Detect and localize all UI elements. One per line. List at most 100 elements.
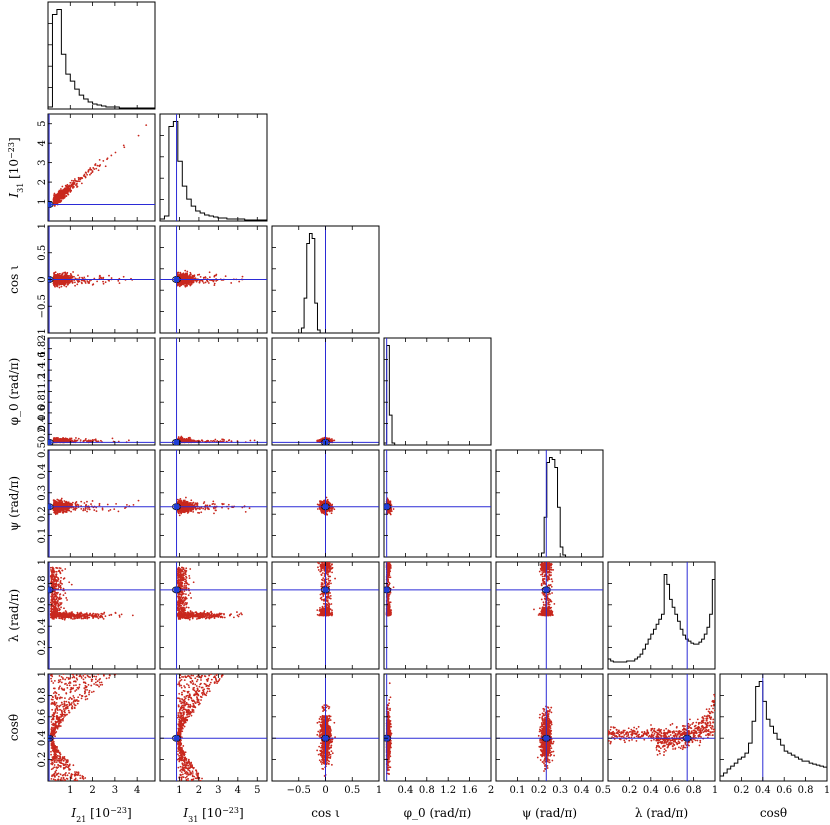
- sample-point: [93, 509, 96, 511]
- sample-point: [98, 502, 101, 505]
- sample-point: [78, 276, 81, 279]
- sample-point: [94, 163, 97, 165]
- panel-I31-I31: [159, 113, 268, 222]
- sample-point: [63, 438, 66, 441]
- sample-point: [132, 503, 135, 506]
- sample-point: [59, 196, 62, 199]
- panel-cosiota-phi0: [271, 337, 380, 446]
- sample-point: [53, 202, 56, 204]
- sample-point: [180, 273, 183, 276]
- sample-point: [210, 440, 212, 442]
- sample-point: [189, 284, 192, 287]
- sample-point: [97, 169, 100, 172]
- panel-frame: [47, 1, 156, 110]
- y-tick-label: 1.8: [37, 341, 48, 357]
- sample-point: [73, 275, 75, 278]
- y-tick-label: −0.5: [37, 294, 48, 318]
- sample-point: [69, 186, 72, 189]
- sample-point: [145, 124, 148, 127]
- y-tick-label: 2: [37, 179, 48, 185]
- sample-point: [98, 159, 101, 161]
- sample-point: [88, 508, 91, 511]
- sample-point: [67, 184, 70, 187]
- sample-point: [64, 273, 67, 275]
- sample-point: [60, 497, 63, 500]
- sample-point: [317, 439, 320, 442]
- sample-point: [63, 500, 66, 502]
- sample-point: [230, 282, 233, 284]
- sample-point: [93, 168, 96, 171]
- sample-point: [198, 281, 201, 284]
- sample-point: [52, 200, 55, 203]
- sample-point: [189, 273, 192, 276]
- sample-point: [71, 182, 74, 184]
- sample-point: [75, 182, 78, 185]
- truth-marker: [48, 201, 52, 207]
- sample-point: [202, 282, 205, 284]
- sample-point: [249, 439, 252, 442]
- sample-point: [86, 510, 88, 513]
- sample-point: [61, 500, 64, 503]
- sample-point: [56, 283, 59, 285]
- sample-point: [104, 165, 107, 168]
- sample-point: [57, 438, 60, 441]
- sample-point: [186, 280, 189, 283]
- sample-point: [70, 280, 73, 283]
- sample-point: [80, 279, 83, 282]
- sample-point: [221, 440, 224, 443]
- sample-point: [71, 276, 74, 279]
- y-tick-label: 0.8: [37, 394, 48, 410]
- sample-point: [86, 280, 89, 282]
- sample-point: [122, 275, 125, 278]
- sample-point: [59, 277, 62, 280]
- sample-point: [93, 277, 96, 280]
- sample-point: [77, 176, 80, 179]
- sample-point: [177, 436, 180, 438]
- sample-point: [53, 194, 55, 196]
- sample-point: [74, 439, 77, 442]
- sample-point: [61, 511, 64, 514]
- sample-point: [89, 168, 91, 171]
- sample-point: [102, 160, 105, 162]
- sample-point: [76, 283, 79, 286]
- sample-point: [84, 504, 87, 507]
- sample-point: [208, 276, 211, 279]
- panel-frame: [47, 113, 156, 222]
- sample-point: [80, 507, 83, 510]
- sample-point: [59, 188, 62, 190]
- sample-point: [82, 439, 85, 442]
- sample-point: [86, 173, 88, 176]
- sample-point: [224, 275, 227, 278]
- panel-content: [160, 226, 267, 333]
- sample-point: [61, 438, 63, 441]
- sample-point: [207, 440, 210, 442]
- sample-point: [213, 282, 216, 285]
- sample-point: [65, 190, 68, 193]
- sample-point: [76, 280, 79, 283]
- sample-point: [64, 184, 67, 187]
- sample-point: [96, 164, 99, 167]
- sample-point: [98, 275, 101, 278]
- sample-point: [101, 507, 104, 510]
- sample-point: [54, 281, 57, 284]
- sample-point: [69, 181, 72, 184]
- sample-point: [77, 178, 80, 181]
- sample-point: [177, 271, 180, 274]
- sample-point: [91, 500, 94, 502]
- sample-point: [195, 279, 198, 282]
- sample-point: [111, 437, 114, 440]
- sample-point: [91, 438, 94, 441]
- sample-point: [63, 196, 66, 199]
- sample-point: [214, 438, 217, 441]
- y-tick-label: 0: [37, 276, 48, 282]
- sample-point: [64, 501, 67, 504]
- sample-point: [68, 188, 71, 191]
- sample-point: [127, 439, 130, 442]
- sample-point: [58, 283, 61, 285]
- sample-point: [54, 204, 56, 207]
- sample-point: [84, 282, 87, 284]
- sample-point: [106, 158, 108, 161]
- sample-point: [77, 274, 79, 277]
- panel-frame: [383, 337, 492, 446]
